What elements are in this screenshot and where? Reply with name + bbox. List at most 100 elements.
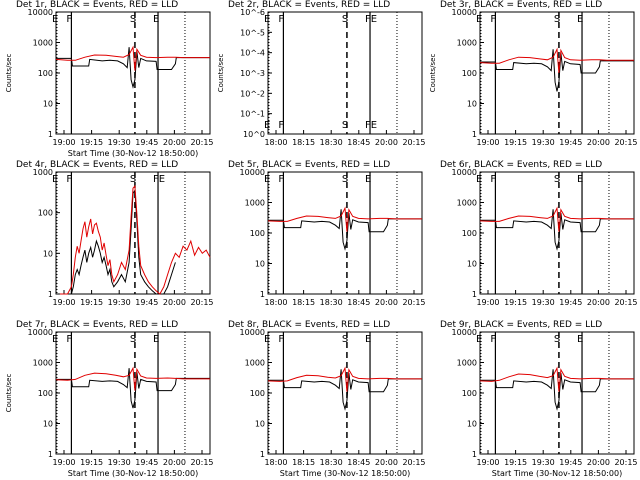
events-series-line — [480, 209, 634, 251]
x-tick-label: 18:45 — [347, 458, 370, 467]
event-marker-label: F — [278, 174, 284, 185]
x-tick-label: 20:00 — [375, 458, 398, 467]
y-tick-label: 100 — [38, 69, 53, 78]
event-marker-label: E — [52, 174, 58, 185]
panel-title: Det 8r, BLACK = Events, RED = LLD — [228, 320, 390, 330]
x-tick-label: 20:00 — [375, 298, 398, 307]
x-tick-label: 19:45 — [559, 298, 582, 307]
y-tick-label: 100 — [462, 229, 477, 238]
x-tick-label: 20:15 — [402, 138, 425, 147]
x-tick-label: 20:15 — [190, 458, 213, 467]
lld-series-line — [55, 45, 210, 71]
y-tick-label: 10000 — [28, 328, 53, 337]
panel-det-2r: Det 2r, BLACK = Events, RED = LLD 10^0 10^… — [217, 0, 426, 147]
y-tick-label: 1 — [260, 450, 265, 459]
plot-frame — [479, 171, 635, 295]
x-tick-label: 19:45 — [559, 458, 582, 467]
x-tick-label: 20:00 — [587, 298, 610, 307]
y-tick-label: 100 — [38, 389, 53, 398]
x-tick-label: 18:30 — [320, 298, 343, 307]
panel-title: Det 3r, BLACK = Events, RED = LLD — [440, 0, 602, 10]
x-tick-label: 18:30 — [320, 458, 343, 467]
y-tick-label: 1000 — [245, 359, 265, 368]
x-tick-label: 19:30 — [108, 298, 131, 307]
x-tick-label: 20:00 — [587, 458, 610, 467]
y-tick-label: 1000 — [457, 39, 477, 48]
x-tick-label: 18:30 — [320, 138, 343, 147]
event-marker-label: E — [577, 174, 583, 185]
event-marker-label: E — [577, 14, 583, 25]
x-tick-label: 19:00 — [476, 458, 499, 467]
y-tick-label: 100 — [462, 389, 477, 398]
y-tick-label: 1000 — [33, 359, 53, 368]
event-marker-label: F — [490, 174, 496, 185]
y-tick-label: 100 — [38, 209, 53, 218]
x-tick-label: 19:00 — [52, 458, 75, 467]
event-marker-label: E — [476, 14, 482, 25]
panel-det-5r: Det 5r, BLACK = Events, RED = LLD 1 10 100 1… — [228, 160, 426, 307]
lld-series-line — [479, 206, 634, 232]
x-axis-label: Start Time (30-Nov-12 18:50:00) — [492, 469, 622, 478]
plot-frame — [55, 331, 211, 455]
lld-series-line — [479, 366, 634, 392]
x-tick-label: 20:00 — [587, 138, 610, 147]
x-tick-label: 18:00 — [264, 298, 287, 307]
y-tick-label: 10000 — [452, 328, 477, 337]
event-marker-label: F — [66, 334, 72, 345]
event-marker-label: S — [554, 174, 560, 185]
y-tick-label: 10 — [467, 420, 477, 429]
y-tick-label: 10000 — [240, 168, 265, 177]
event-marker-label: F — [490, 14, 496, 25]
event-marker-label-bottom: E — [264, 120, 270, 131]
y-tick-label: 10^-6 — [240, 8, 265, 17]
x-tick-label: 18:15 — [292, 298, 315, 307]
y-tick-label: 1000 — [457, 359, 477, 368]
x-tick-label: 19:45 — [559, 138, 582, 147]
y-tick-label: 1 — [260, 290, 265, 299]
event-marker-label: S — [554, 334, 560, 345]
x-tick-label: 19:15 — [504, 138, 527, 147]
events-series-line — [59, 189, 176, 295]
y-tick-label: 10000 — [452, 8, 477, 17]
x-tick-label: 19:15 — [504, 298, 527, 307]
x-tick-label: 20:15 — [190, 298, 213, 307]
plot-frame — [55, 11, 211, 135]
event-marker-label: E — [577, 334, 583, 345]
x-axis-label: Start Time (30-Nov-12 18:50:00) — [68, 469, 198, 478]
x-tick-label: 19:45 — [135, 298, 158, 307]
x-tick-label: 19:30 — [108, 458, 131, 467]
x-tick-label: 18:45 — [347, 138, 370, 147]
x-tick-label: 19:15 — [80, 138, 103, 147]
x-tick-label: 20:00 — [163, 458, 186, 467]
event-marker-label: F — [66, 14, 72, 25]
y-tick-label: 100 — [250, 389, 265, 398]
y-tick-label: 10^-5 — [240, 28, 265, 37]
plot-frame — [267, 331, 423, 455]
event-marker-label: F — [278, 334, 284, 345]
event-marker-label: F — [66, 174, 72, 185]
lld-series-line — [479, 47, 634, 74]
y-tick-label: 10 — [467, 100, 477, 109]
y-tick-label: 1 — [472, 450, 477, 459]
y-tick-label: 10000 — [240, 328, 265, 337]
x-tick-label: 19:00 — [476, 138, 499, 147]
event-marker-label: E — [153, 334, 159, 345]
x-tick-label: 20:00 — [163, 138, 186, 147]
event-marker-label: E — [264, 14, 270, 25]
x-tick-label: 18:15 — [292, 458, 315, 467]
event-marker-label: F — [490, 334, 496, 345]
y-tick-label: 10 — [43, 420, 53, 429]
y-tick-label: 1 — [48, 130, 53, 139]
x-tick-label: 19:00 — [52, 298, 75, 307]
event-marker-label: S — [130, 174, 136, 185]
events-series-line — [480, 49, 634, 92]
panel-det-4r: Det 4r, BLACK = Events, RED = LLD 1 10 100 1… — [16, 160, 214, 307]
y-axis-label: Counts/sec — [5, 374, 13, 413]
plot-frame — [267, 11, 423, 135]
event-marker-label: E — [264, 174, 270, 185]
event-marker-label: S — [130, 334, 136, 345]
event-marker-label: E — [476, 174, 482, 185]
events-series-line — [268, 369, 422, 411]
events-series-line — [56, 47, 210, 89]
